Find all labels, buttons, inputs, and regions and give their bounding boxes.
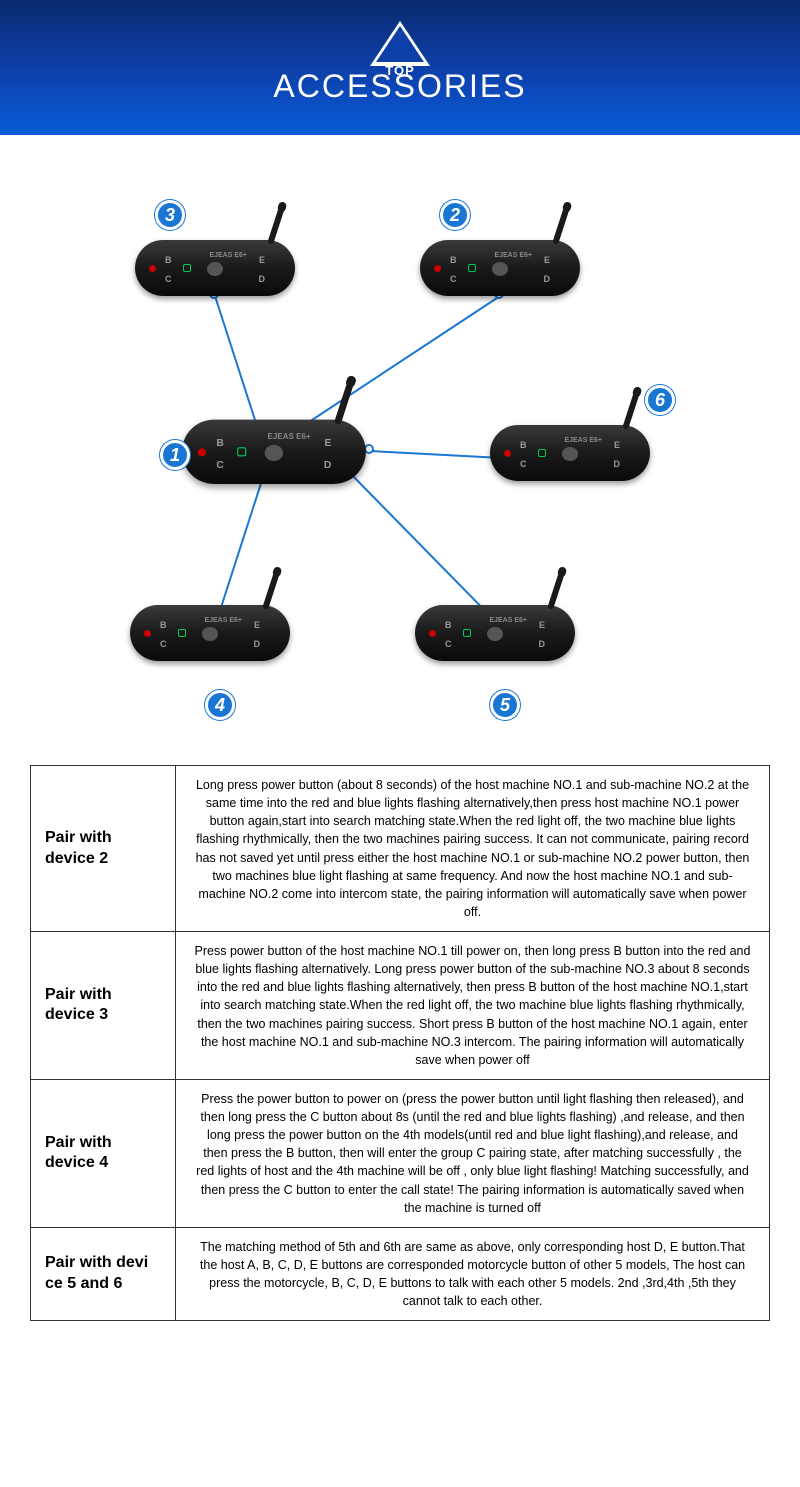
instruction-title: Pair with device 2	[31, 766, 176, 932]
button-c-label: C	[165, 274, 172, 284]
instruction-text: The matching method of 5th and 6th are s…	[176, 1227, 770, 1321]
power-led-icon	[144, 630, 151, 637]
table-row: Pair with devi ce 5 and 6The matching me…	[31, 1227, 770, 1321]
instructions-table: Pair with device 2Long press power butto…	[30, 765, 770, 1321]
device-model-label: EJEAS E6+	[209, 252, 247, 259]
button-d-label: D	[544, 274, 551, 284]
button-c-label: C	[520, 459, 527, 469]
button-b-label: B	[520, 440, 527, 450]
button-e-label: E	[539, 620, 545, 630]
button-b-label: B	[445, 620, 452, 630]
button-d-label: D	[614, 459, 621, 469]
instruction-title: Pair with device 3	[31, 932, 176, 1080]
motorcycle-icon	[202, 627, 218, 641]
button-d-label: D	[259, 274, 266, 284]
button-b-label: B	[450, 255, 457, 265]
button-c-label: C	[445, 639, 452, 649]
intercom-device-4: EJEAS E6+ B C E D	[130, 605, 305, 677]
motorcycle-icon	[562, 447, 578, 461]
motorcycle-icon	[492, 262, 508, 276]
button-b-label: B	[165, 255, 172, 265]
button-c-label: C	[160, 639, 167, 649]
button-b-label: B	[216, 437, 223, 449]
phone-icon	[183, 264, 191, 272]
button-e-label: E	[544, 255, 550, 265]
power-led-icon	[429, 630, 436, 637]
button-d-label: D	[324, 459, 331, 471]
device-model-label: EJEAS E6+	[489, 617, 527, 624]
device-model-label: EJEAS E6+	[204, 617, 242, 624]
antenna-icon	[267, 203, 286, 245]
phone-icon	[538, 449, 546, 457]
motorcycle-icon	[487, 627, 503, 641]
header-banner: TOP ACCESSORIES	[0, 0, 800, 135]
intercom-device-2: EJEAS E6+ B C E D	[420, 240, 595, 312]
button-e-label: E	[259, 255, 265, 265]
antenna-icon	[622, 388, 641, 430]
power-led-icon	[149, 265, 156, 272]
top-badge-text: TOP	[385, 63, 415, 78]
intercom-device-5: EJEAS E6+ B C E D	[415, 605, 590, 677]
instruction-text: Long press power button (about 8 seconds…	[176, 766, 770, 932]
motorcycle-icon	[207, 262, 223, 276]
device-number-badge-3: 3	[155, 200, 185, 230]
button-e-label: E	[614, 440, 620, 450]
device-number-badge-2: 2	[440, 200, 470, 230]
phone-icon	[237, 447, 246, 456]
button-c-label: C	[216, 459, 223, 471]
intercom-device-6: EJEAS E6+ B C E D	[490, 425, 665, 497]
device-number-badge-6: 6	[645, 385, 675, 415]
device-number-badge-5: 5	[490, 690, 520, 720]
instruction-title: Pair with devi ce 5 and 6	[31, 1227, 176, 1321]
button-e-label: E	[324, 437, 331, 449]
phone-icon	[178, 629, 186, 637]
button-d-label: D	[254, 639, 261, 649]
table-row: Pair with device 3Press power button of …	[31, 932, 770, 1080]
intercom-device-3: EJEAS E6+ B C E D	[135, 240, 310, 312]
button-e-label: E	[254, 620, 260, 630]
device-number-badge-4: 4	[205, 690, 235, 720]
top-badge: TOP	[370, 21, 430, 66]
button-c-label: C	[450, 274, 457, 284]
device-model-label: EJEAS E6+	[564, 437, 602, 444]
antenna-icon	[547, 568, 566, 610]
intercom-device-1: EJEAS E6+ B C E D	[182, 420, 383, 503]
power-led-icon	[504, 450, 511, 457]
power-led-icon	[434, 265, 441, 272]
device-number-badge-1: 1	[160, 440, 190, 470]
antenna-icon	[552, 203, 571, 245]
table-row: Pair with device 2Long press power butto…	[31, 766, 770, 932]
instruction-text: Press the power button to power on (pres…	[176, 1079, 770, 1227]
device-model-label: EJEAS E6+	[267, 433, 310, 441]
power-led-icon	[198, 448, 206, 456]
table-row: Pair with device 4Press the power button…	[31, 1079, 770, 1227]
button-b-label: B	[160, 620, 167, 630]
phone-icon	[468, 264, 476, 272]
phone-icon	[463, 629, 471, 637]
antenna-icon	[262, 568, 281, 610]
device-model-label: EJEAS E6+	[494, 252, 532, 259]
instruction-text: Press power button of the host machine N…	[176, 932, 770, 1080]
pairing-diagram: EJEAS E6+ B C E D 1 EJEAS E6+ B C E D 2 …	[0, 135, 800, 755]
button-d-label: D	[539, 639, 546, 649]
motorcycle-icon	[265, 445, 283, 461]
instruction-title: Pair with device 4	[31, 1079, 176, 1227]
